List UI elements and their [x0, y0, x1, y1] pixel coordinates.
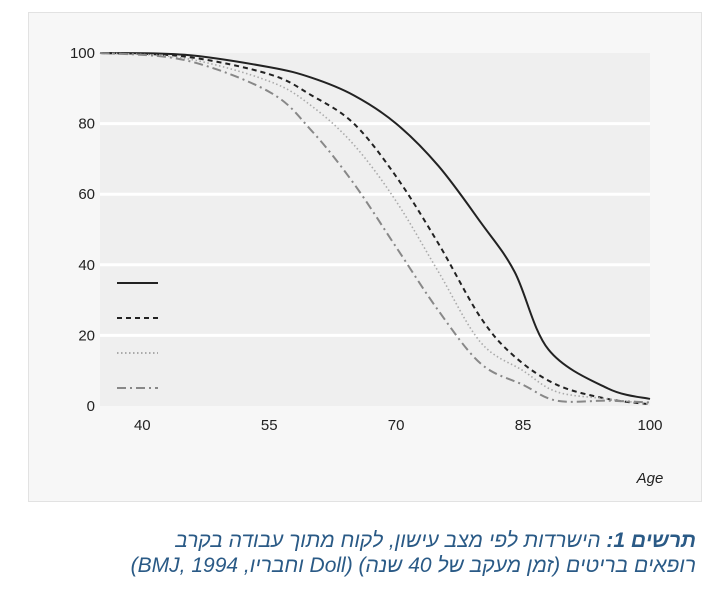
- series-line-solid: [99, 52, 651, 400]
- y-tick-label: 80: [78, 116, 95, 133]
- survival-chart: 0 20 40 60 80 100 40 55 70 85 100 Age: [70, 45, 664, 487]
- y-tick-label: 20: [78, 327, 95, 344]
- x-tick-label: 85: [515, 417, 532, 434]
- caption-line1: הישרדות לפי מצב עישון, לקוח מתוך עבודה ב…: [175, 529, 601, 552]
- x-tick-label: 100: [637, 417, 662, 434]
- plot-area: [100, 53, 650, 406]
- y-tick-label: 0: [87, 398, 95, 415]
- figure-caption: תרשים 1: הישרדות לפי מצב עישון, לקוח מתו…: [10, 528, 696, 578]
- x-tick-label: 70: [388, 417, 405, 434]
- caption-line2: רופאים בריטים (זמן מעקב של 40 שנה) (Doll…: [130, 554, 696, 577]
- caption-label: תרשים 1:: [606, 529, 696, 552]
- y-tick-label: 100: [70, 45, 95, 62]
- series-line-dash-dot: [99, 52, 651, 404]
- y-tick-label: 60: [78, 186, 95, 203]
- x-tick-label: 40: [134, 417, 151, 434]
- x-axis-label: Age: [636, 470, 664, 487]
- y-tick-label: 40: [78, 257, 95, 274]
- series-line-dashed: [99, 52, 651, 406]
- x-tick-label: 55: [261, 417, 278, 434]
